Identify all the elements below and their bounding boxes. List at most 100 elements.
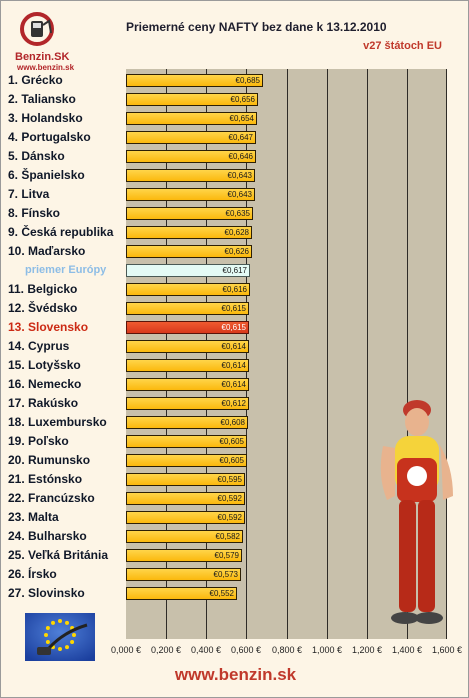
category-label: 5. Dánsko [8, 149, 65, 163]
category-label: 14. Cyprus [8, 339, 70, 353]
category-label: 19. Poľsko [8, 434, 69, 448]
flag-star [65, 645, 69, 650]
x-tick-label: 0,000 € [110, 645, 142, 655]
bar-value-label: €0,582 [215, 532, 240, 541]
bar-value-label: €0,573 [213, 570, 238, 579]
category-label: 10. Maďarsko [8, 244, 86, 258]
bar-value-label: €0,626 [224, 247, 249, 256]
bar [126, 378, 249, 391]
mascot-figure-image [373, 396, 461, 628]
gridline [446, 69, 447, 639]
average-bar [126, 264, 250, 277]
bar-value-label: €0,552 [209, 589, 234, 598]
flag-star [58, 647, 62, 651]
chart-subtitle: v27 štátoch EU [363, 40, 442, 52]
category-label: 11. Belgicko [8, 282, 78, 296]
bar [126, 492, 245, 505]
logo-url: www.benzin.sk [17, 63, 75, 72]
category-label: 17. Rakúsko [8, 396, 79, 410]
gridline [287, 69, 288, 639]
bar-value-label: €0,579 [214, 551, 239, 560]
x-tick-label: 1,400 € [391, 645, 423, 655]
bar-value-label: €0,605 [219, 456, 244, 465]
category-label: 12. Švédsko [8, 301, 78, 315]
bar [126, 397, 249, 410]
bar [126, 283, 250, 296]
gridline [407, 69, 408, 639]
flag-star [72, 633, 76, 637]
category-label: 18. Luxembursko [8, 415, 107, 429]
bar [126, 226, 252, 239]
bar [126, 416, 248, 429]
x-tick-label: 0,400 € [190, 645, 222, 655]
category-label: 23. Malta [8, 510, 59, 524]
chart-title: Priemerné ceny NAFTY bez dane k 13.12.20… [126, 20, 387, 34]
bar [126, 549, 242, 562]
bar [126, 169, 255, 182]
bar [126, 188, 255, 201]
flag-star [51, 620, 55, 625]
bar-value-label: €0,617 [222, 266, 247, 275]
flag-star [65, 620, 69, 625]
category-label: 22. Francúzsko [8, 491, 95, 505]
bar [126, 245, 252, 258]
eu-flag-image [25, 613, 95, 661]
bar [126, 454, 247, 467]
flag-star [44, 633, 48, 637]
bar-value-label: €0,656 [230, 95, 255, 104]
bar [126, 150, 256, 163]
bar-value-label: €0,605 [219, 437, 244, 446]
flag-star [70, 640, 75, 644]
gridline [327, 69, 328, 639]
bar [126, 112, 257, 125]
category-label: 16. Nemecko [8, 377, 82, 391]
category-label: 1. Grécko [8, 73, 63, 87]
category-label: 9. Česká republika [8, 225, 114, 239]
category-label: 20. Rumunsko [8, 453, 91, 467]
bar [126, 530, 243, 543]
bar-value-label: €0,654 [229, 114, 254, 123]
flag-star [45, 626, 50, 630]
x-tick-label: 1,200 € [351, 645, 383, 655]
bar-value-label: €0,614 [221, 342, 246, 351]
bar [126, 587, 237, 600]
x-tick-label: 0,800 € [271, 645, 303, 655]
x-tick-label: 0,200 € [150, 645, 182, 655]
bar-value-label: €0,616 [222, 285, 247, 294]
benzin-sk-logo: Benzin.SK www.benzin.sk [7, 11, 99, 72]
plot-area: €0,685 €0,656 €0,654 €0,647 €0,646 €0,643 €0,6… [126, 69, 447, 639]
category-label: 8. Fínsko [8, 206, 61, 220]
bar-value-label: €0,615 [221, 323, 246, 332]
gridline [206, 69, 207, 639]
bar-value-label: €0,685 [235, 76, 260, 85]
category-label: 3. Holandsko [8, 111, 83, 125]
category-label: 27. Slovinsko [8, 586, 85, 600]
bar [126, 340, 249, 353]
x-tick-label: 1,600 € [431, 645, 463, 655]
fuel-pump-logo-icon [20, 12, 54, 46]
bar [126, 93, 258, 106]
category-label: 2. Taliansko [8, 92, 76, 106]
bar [126, 473, 245, 486]
bar [126, 302, 249, 315]
bar [126, 74, 263, 87]
bar [126, 207, 253, 220]
bar-value-label: €0,643 [227, 171, 252, 180]
bar-value-label: €0,615 [221, 304, 246, 313]
bar-value-label: €0,614 [221, 361, 246, 370]
category-label: 7. Litva [8, 187, 50, 201]
bar-value-label: €0,595 [217, 475, 242, 484]
footer-url: www.benzin.sk [174, 665, 297, 684]
gridline [166, 69, 167, 639]
gridline [246, 69, 247, 639]
bar [126, 321, 249, 334]
x-tick-label: 0,600 € [230, 645, 262, 655]
bar-value-label: €0,614 [221, 380, 246, 389]
category-label: priemer Európy [25, 264, 107, 276]
bar-value-label: €0,628 [224, 228, 249, 237]
bar [126, 131, 256, 144]
category-label: 26. Írsko [8, 567, 57, 581]
bar-value-label: €0,608 [220, 418, 245, 427]
category-label: 25. Veľká Británia [8, 548, 109, 562]
